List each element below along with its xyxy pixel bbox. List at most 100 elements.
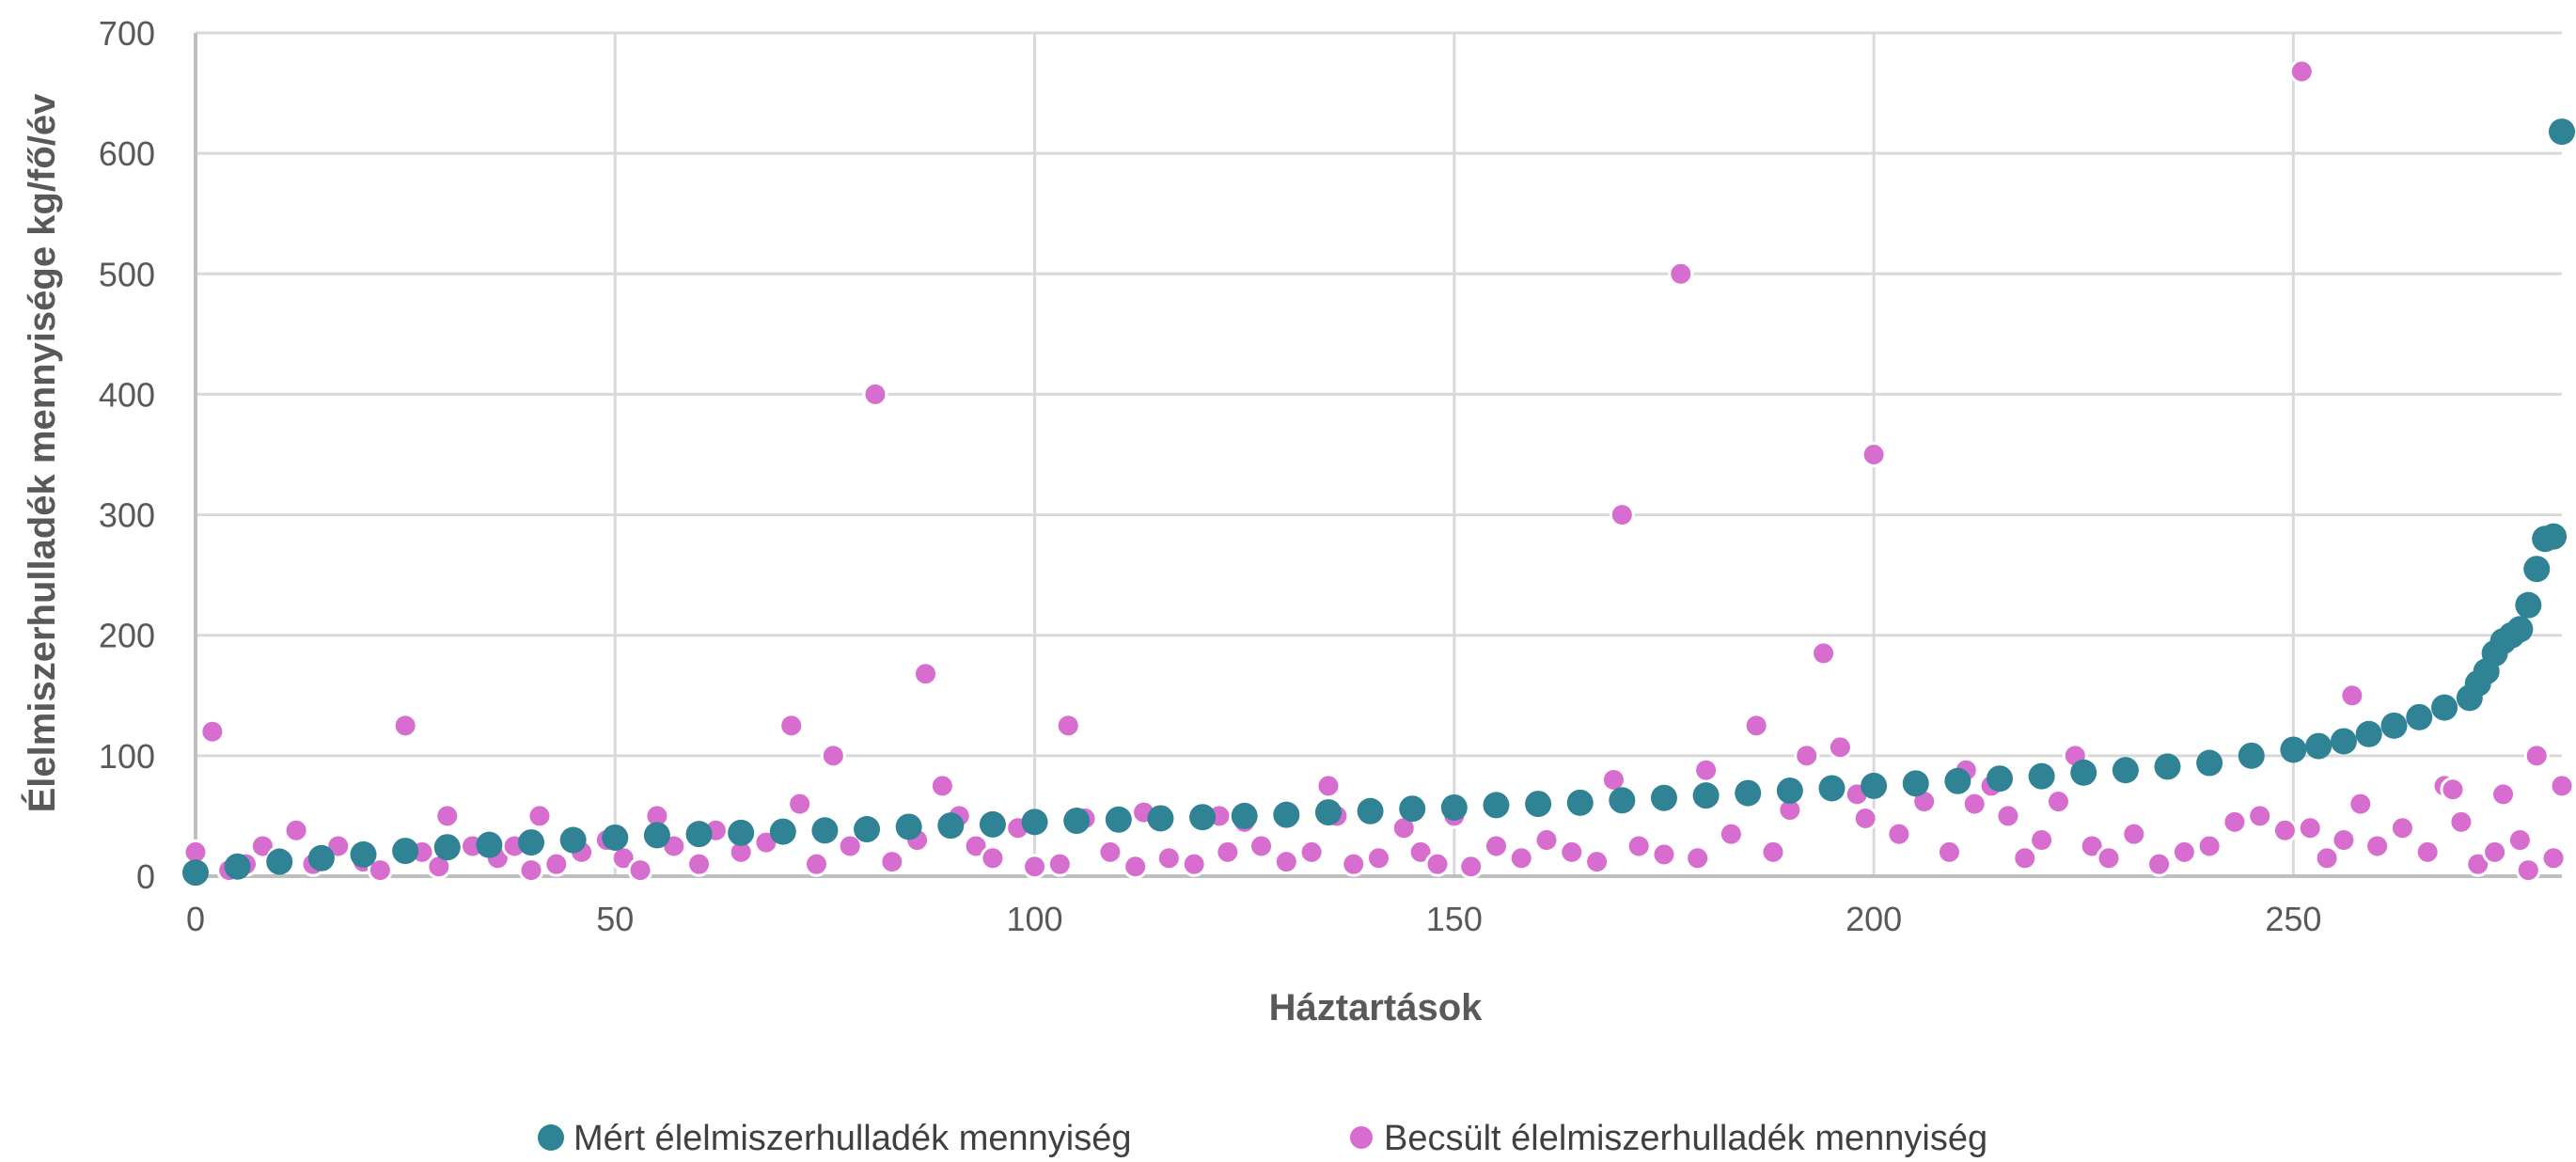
estimated-point (1760, 839, 1786, 865)
legend: Mért élelmiszerhulladék mennyiség Becsül… (538, 1119, 1987, 1158)
estimated-point (2389, 815, 2415, 841)
estimated-point (1811, 640, 1837, 667)
estimated-point (963, 833, 989, 859)
y-tick-label: 300 (99, 496, 155, 535)
estimated-point (1315, 773, 1342, 799)
estimated-point (913, 661, 939, 687)
estimated-point (879, 849, 905, 875)
estimated-point (1022, 854, 1048, 880)
y-tick-labels: 0 100 200 300 400 500 600 700 (99, 14, 155, 896)
estimated-point (2482, 839, 2508, 865)
estimated-point (1533, 827, 1560, 854)
measured-point (2549, 118, 2575, 146)
measured-point (2070, 759, 2097, 786)
y-tick-label: 200 (99, 617, 155, 655)
grid-lines (194, 31, 2562, 878)
measured-point (307, 844, 335, 872)
measured-point (1650, 784, 1677, 811)
measured-point (350, 840, 377, 868)
estimated-point (2440, 777, 2466, 803)
estimated-point (1794, 743, 1820, 769)
measured-point (1273, 801, 1300, 828)
estimated-point (434, 803, 461, 829)
measured-point (182, 859, 209, 887)
measured-point (2112, 757, 2139, 784)
estimated-point (820, 743, 846, 769)
measured-point (1861, 772, 1888, 799)
estimated-point (2506, 827, 2533, 854)
measured-point (1105, 806, 1132, 833)
measured-point (1189, 804, 1217, 831)
measured-point (2280, 736, 2307, 763)
measured-point (392, 838, 419, 865)
measured-point (1986, 765, 2013, 793)
estimated-point (1123, 854, 1149, 880)
estimated-point (2288, 58, 2315, 85)
measured-point (2154, 753, 2181, 780)
estimated-point (1861, 442, 1887, 467)
estimated-point (627, 857, 653, 884)
estimated-point (2540, 845, 2567, 872)
estimated-point (1961, 791, 1987, 817)
estimated-point (1559, 839, 1585, 865)
estimated-point (1827, 734, 1853, 761)
measured-point (1735, 779, 1762, 807)
measured-point (1357, 797, 1384, 824)
estimated-point (2196, 833, 2223, 859)
estimated-point (787, 791, 813, 817)
estimated-point (1886, 821, 1912, 847)
measured-point (2406, 703, 2433, 730)
x-tick-label: 0 (186, 900, 205, 938)
estimated-point (526, 803, 553, 829)
measured-point (559, 826, 587, 854)
measured-point (1609, 787, 1636, 814)
estimated-point (2515, 857, 2541, 884)
estimated-point (2045, 789, 2071, 815)
estimated-point (1852, 805, 1878, 831)
measured-point (769, 818, 796, 845)
measured-point (854, 816, 881, 843)
estimated-point (1685, 845, 1711, 872)
estimated-point (1626, 833, 1652, 859)
estimated-point (2012, 845, 2038, 872)
measured-point (895, 813, 922, 840)
y-tick-label: 600 (99, 134, 155, 173)
measured-point (685, 821, 713, 848)
measured-point (1440, 793, 1468, 821)
measured-point (2431, 694, 2458, 721)
estimated-point (2348, 791, 2374, 817)
measured-point (2523, 556, 2551, 583)
measured-point (476, 831, 503, 858)
estimated-point (1046, 851, 1073, 877)
estimated-point (1651, 841, 1677, 868)
measured-point (1525, 791, 1552, 818)
measured-point (1944, 767, 1971, 794)
estimated-point (367, 857, 393, 884)
estimated-point (1097, 839, 1123, 865)
estimated-point (249, 833, 275, 859)
estimated-point (1743, 713, 1769, 739)
estimated-point (2465, 851, 2491, 877)
measured-point (1063, 808, 1091, 835)
estimated-point (2448, 809, 2474, 835)
estimated-point (1181, 851, 1207, 877)
estimated-point (1483, 833, 1509, 859)
y-axis-title: Élelmiszerhulladék mennyisége kg/fő/év (21, 93, 63, 813)
measured-point (1483, 792, 1510, 819)
estimated-point (2549, 773, 2575, 799)
measured-point (266, 848, 293, 875)
measured-point (518, 829, 545, 856)
estimated-point (837, 833, 863, 859)
measured-point (811, 817, 839, 844)
estimated-point (2339, 683, 2365, 709)
x-tick-label: 50 (596, 900, 634, 938)
estimated-point (778, 713, 805, 739)
measured-point (979, 810, 1006, 838)
estimated-point (1055, 713, 1081, 739)
measured-point (2355, 720, 2382, 747)
measured-point (2515, 591, 2542, 619)
series-0 (182, 118, 2575, 887)
estimated-point (283, 817, 309, 843)
measured-point (1399, 795, 1426, 823)
